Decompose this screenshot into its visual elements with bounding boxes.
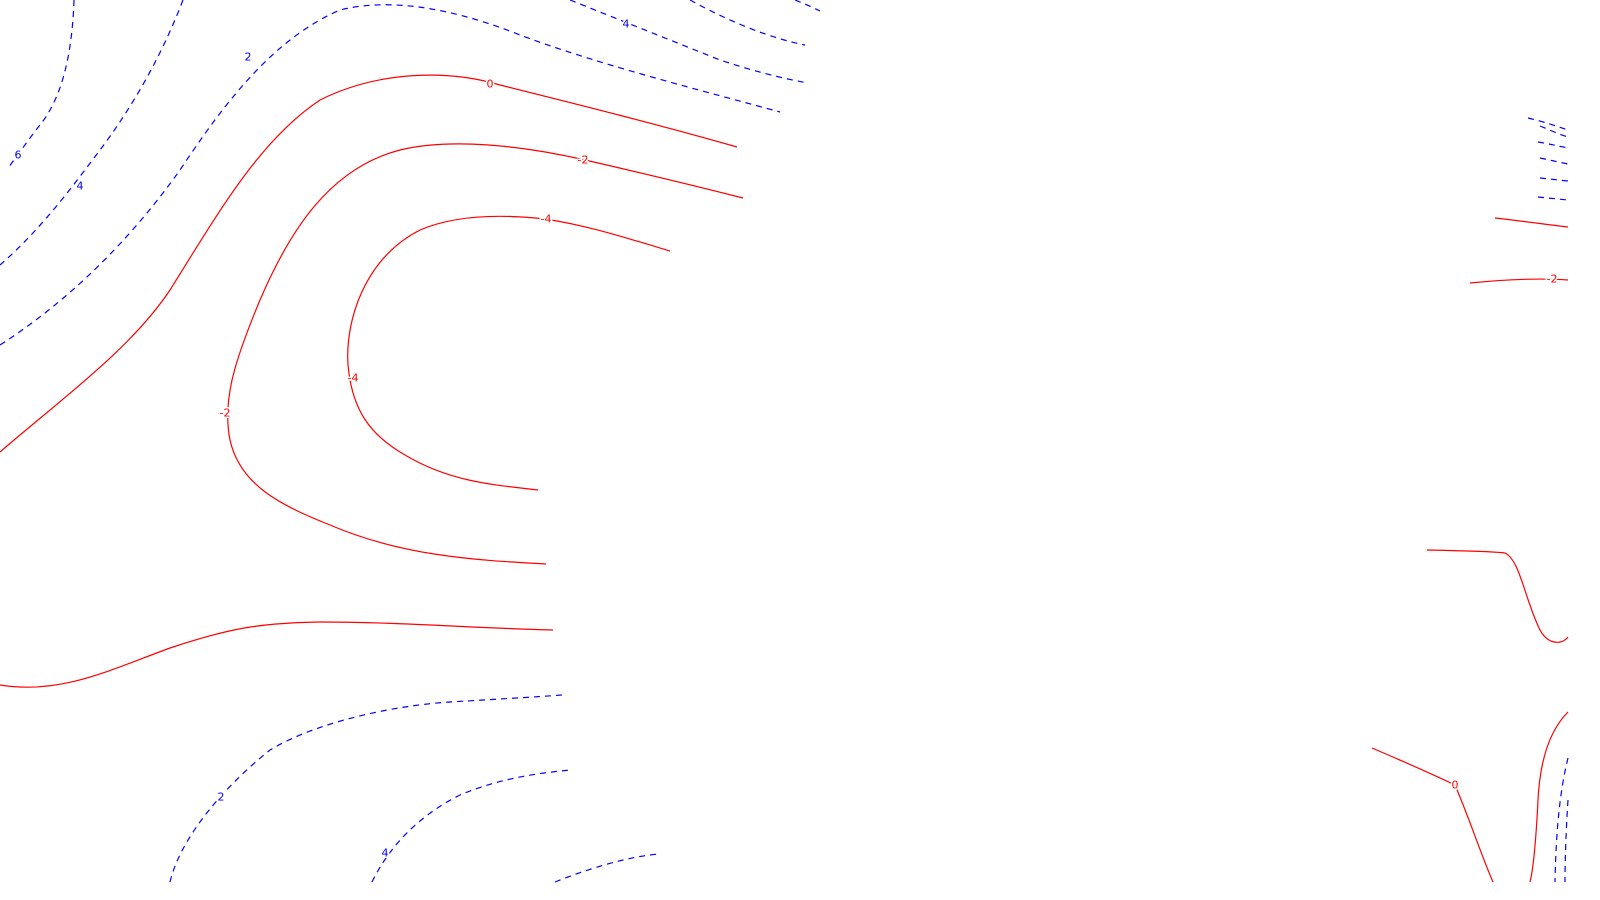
contour-label-5: -2 (578, 154, 589, 167)
contour-line-positive-23 (1537, 196, 1569, 201)
contour-line-positive-20 (1537, 141, 1569, 149)
contour-line-positive-22 (1539, 177, 1569, 182)
contour-labels: 6 4 2 4 0 -2 -4 -4 -2 -2 2 4 0 (13, 16, 1559, 861)
contour-line-negative-8 (1529, 711, 1569, 883)
contour-line-negative-3 (0, 621, 554, 688)
contour-line-positive-12 (569, 0, 809, 84)
contour-label-10: 2 (218, 791, 225, 804)
contour-line-positive-10 (0, 0, 184, 266)
contour-label-1: 4 (77, 180, 84, 193)
contour-label-12: 0 (1452, 779, 1459, 792)
contour-line-negative-2 (347, 215, 671, 491)
contour-line-positive-14 (794, 0, 821, 12)
contour-label-4: 0 (487, 78, 494, 91)
contour-line-positive-21 (1539, 157, 1569, 165)
contour-line-positive-25 (1564, 799, 1569, 883)
contour-label-9: -2 (1547, 273, 1558, 286)
contour-line-positive-19 (1539, 125, 1569, 138)
contour-line-negative-1 (227, 143, 744, 565)
contour-line-positive-16 (371, 769, 571, 883)
contour-line-positive-18 (1527, 117, 1569, 131)
contour-label-3: 4 (623, 18, 630, 31)
contour-line-negative-5 (1469, 278, 1569, 284)
contour-lines (0, 0, 1569, 883)
contour-line-positive-24 (1554, 757, 1569, 883)
contour-label-11: 4 (382, 847, 389, 860)
contour-line-positive-17 (554, 853, 661, 883)
contour-label-7: -4 (348, 372, 359, 385)
contour-label-8: -2 (220, 407, 231, 420)
contour-line-negative-4 (1494, 217, 1569, 228)
contour-line-positive-15 (169, 694, 563, 883)
contour-label-0: 6 (15, 149, 22, 162)
contour-label-6: -4 (541, 213, 552, 226)
contour-line-positive-13 (689, 0, 806, 46)
contour-line-negative-6 (1426, 549, 1569, 643)
contour-line-negative-7 (1371, 747, 1494, 883)
contour-line-positive-11 (0, 4, 781, 346)
contour-label-2: 2 (245, 51, 252, 64)
contour-line-negative-0 (0, 74, 738, 453)
contour-line-positive-9 (7, 0, 75, 169)
